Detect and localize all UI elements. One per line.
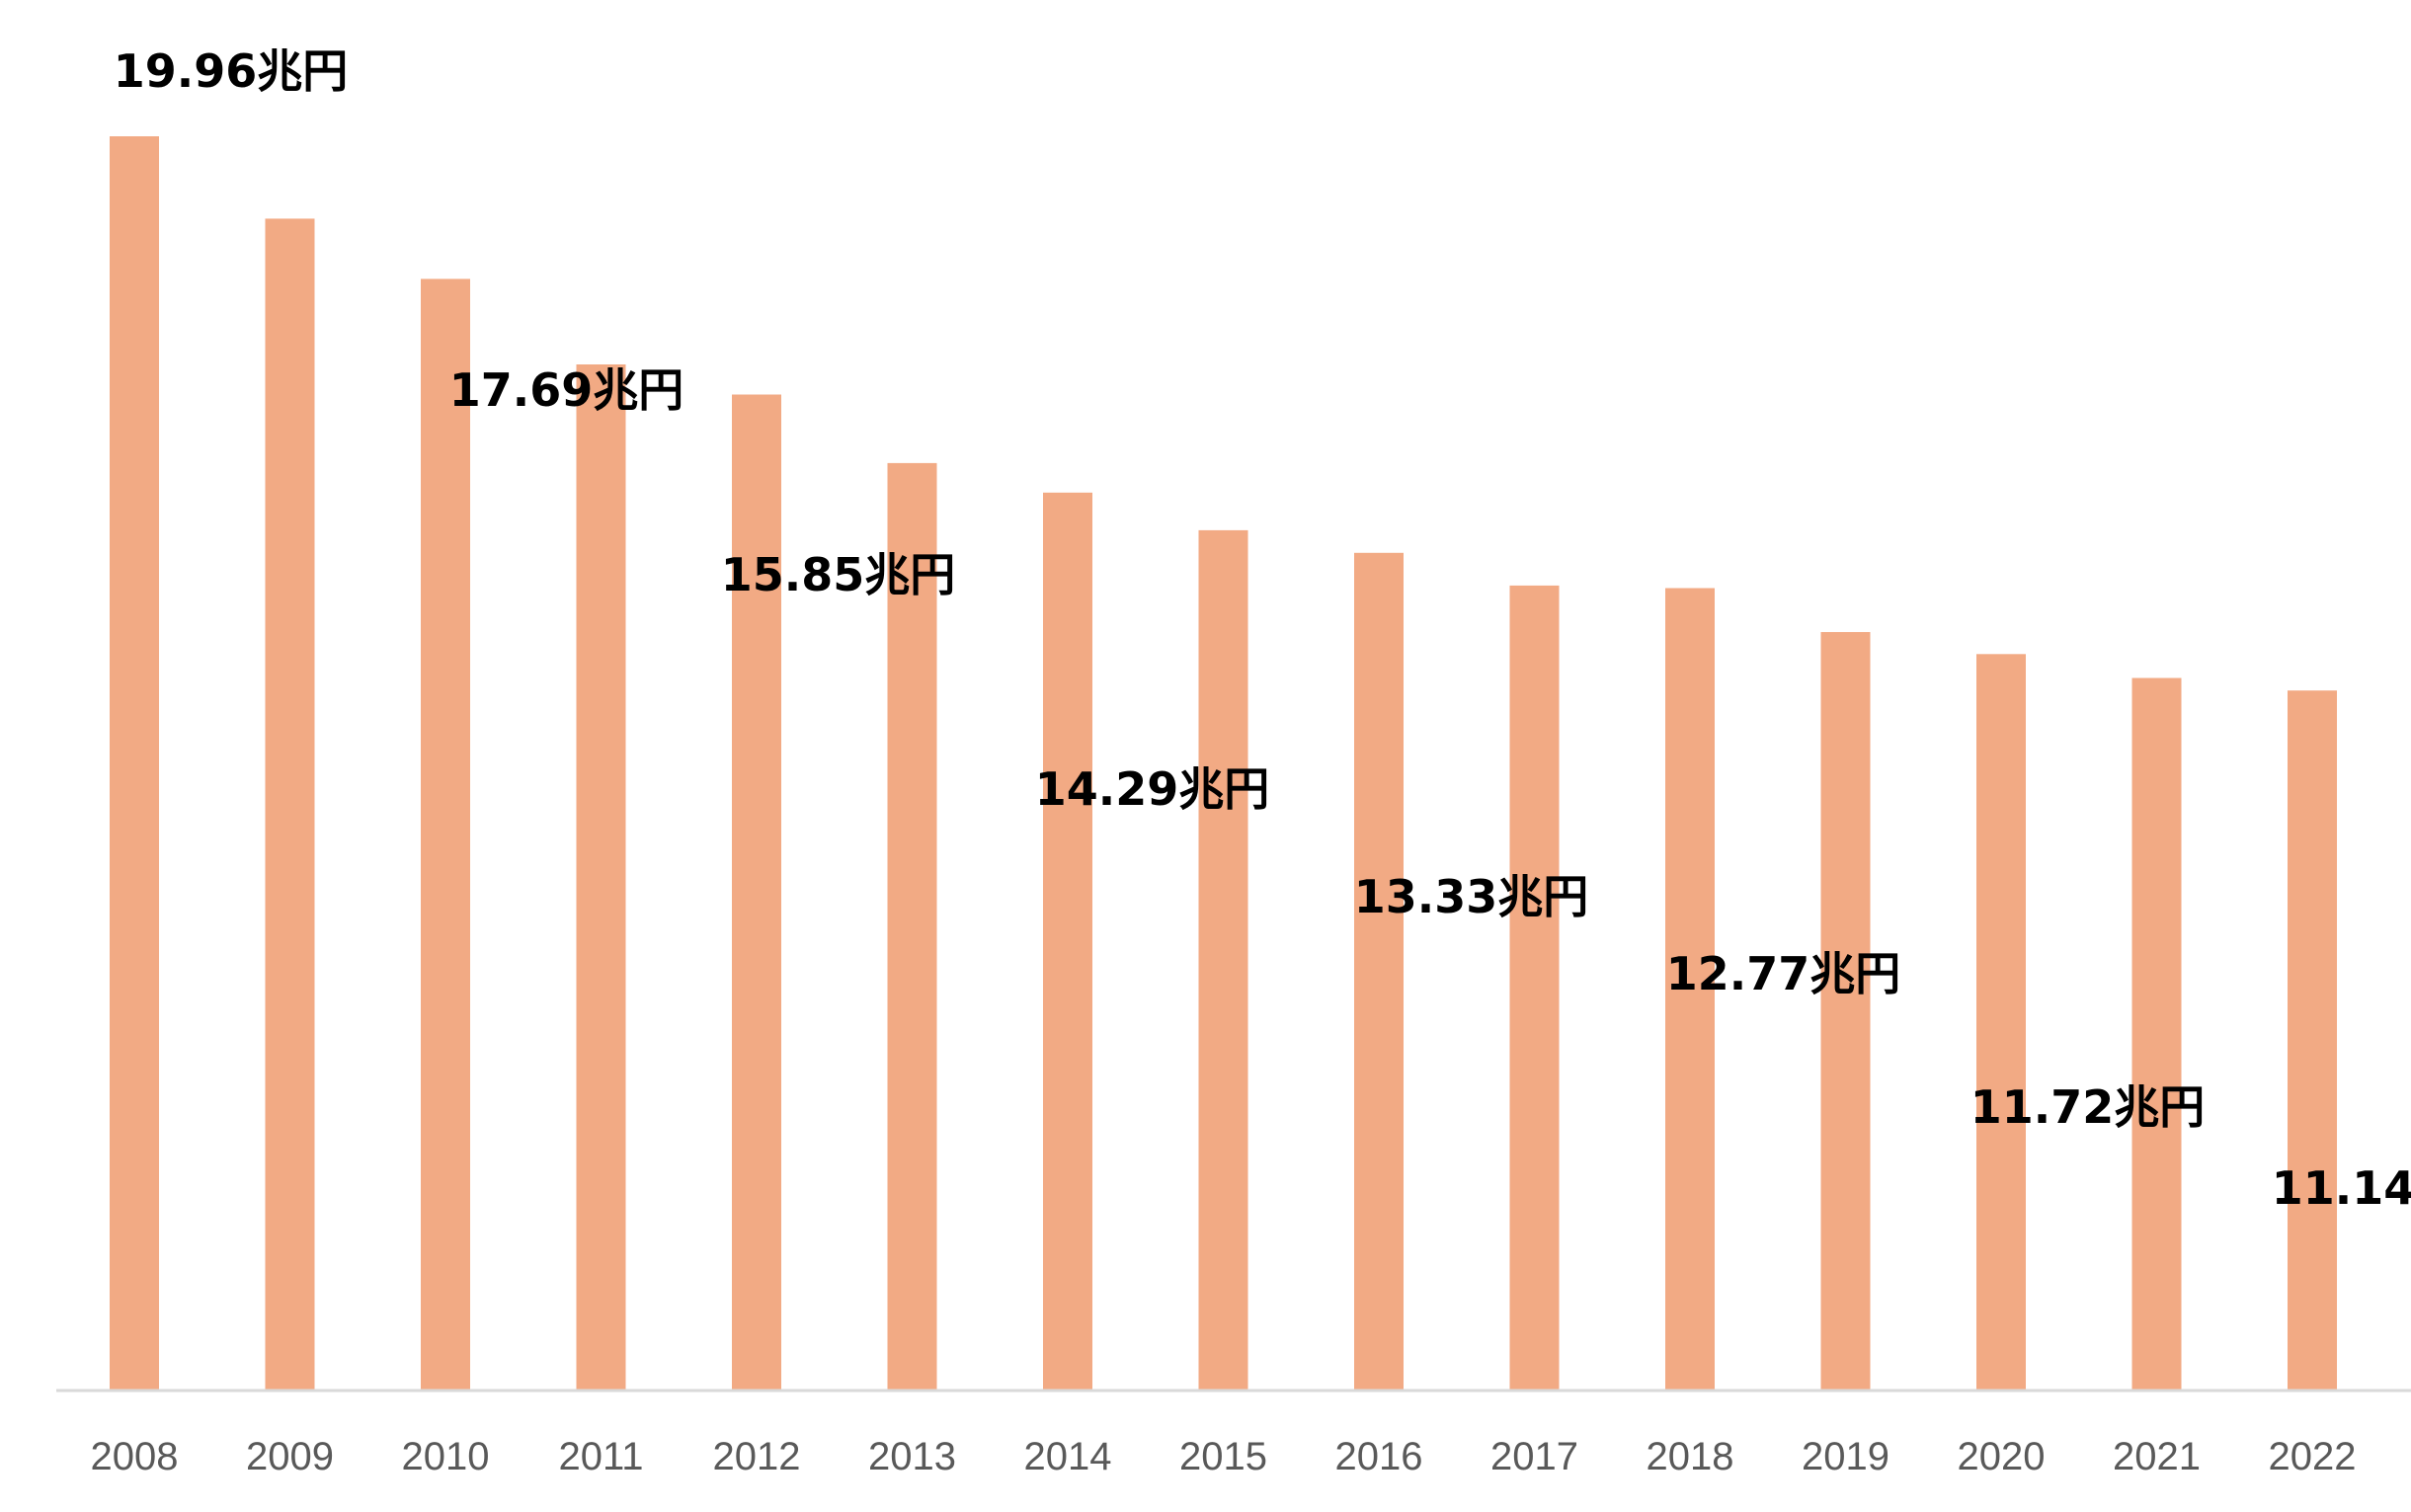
bars-group <box>110 136 2337 1391</box>
x-tick-label-2012: 2012 <box>713 1435 801 1478</box>
x-tick-label-2022: 2022 <box>2269 1435 2357 1478</box>
data-label-2008: 19.96兆円 <box>114 44 349 98</box>
bar-2022 <box>2288 690 2337 1391</box>
x-tick-label-2015: 2015 <box>1179 1435 1267 1478</box>
bar-2020 <box>1976 654 2026 1391</box>
x-tick-label-2013: 2013 <box>868 1435 956 1478</box>
bar-2016 <box>1354 552 1404 1391</box>
bar-2014 <box>1043 492 1092 1391</box>
x-tick-label-2020: 2020 <box>1958 1435 2046 1478</box>
x-tick-label-2009: 2009 <box>246 1435 334 1478</box>
bar-2015 <box>1198 529 1248 1391</box>
bar-2011 <box>576 364 626 1391</box>
x-tick-label-2008: 2008 <box>91 1435 179 1478</box>
bar-2012 <box>732 394 781 1391</box>
bar-2013 <box>887 462 937 1391</box>
data-label-2012: 15.85兆円 <box>721 548 956 601</box>
data-label-2010: 17.69兆円 <box>449 363 684 417</box>
bar-2017 <box>1509 585 1560 1391</box>
data-label-2020: 11.72兆円 <box>1970 1080 2206 1134</box>
x-tick-labels: 2008 2009 2010 2011 2012 2013 2014 2015 2016 2017… <box>91 1435 2357 1478</box>
x-tick-label-2019: 2019 <box>1802 1435 1889 1478</box>
bar-2008 <box>110 136 159 1391</box>
bar-2019 <box>1820 632 1871 1391</box>
data-labels: 19.96兆円 17.69兆円 15.85兆円 14.29兆円 13.33兆円 12.77… <box>114 44 2411 1215</box>
x-tick-label-2010: 2010 <box>402 1435 490 1478</box>
bar-2021 <box>2131 677 2182 1391</box>
data-label-2018: 12.77兆円 <box>1666 947 1901 1000</box>
bar-2010 <box>421 279 470 1391</box>
bar-2018 <box>1665 588 1715 1391</box>
x-tick-label-2014: 2014 <box>1024 1435 1112 1478</box>
x-tick-label-2011: 2011 <box>558 1435 643 1478</box>
x-tick-label-2021: 2021 <box>2113 1435 2201 1478</box>
bar-2009 <box>265 218 315 1391</box>
x-tick-label-2016: 2016 <box>1335 1435 1423 1478</box>
x-tick-label-2018: 2018 <box>1647 1435 1734 1478</box>
x-tick-label-2017: 2017 <box>1490 1435 1578 1478</box>
data-label-2014: 14.29兆円 <box>1035 762 1270 816</box>
data-label-2022: 11.14兆円 <box>2272 1161 2411 1215</box>
data-label-2016: 13.33兆円 <box>1354 870 1589 923</box>
